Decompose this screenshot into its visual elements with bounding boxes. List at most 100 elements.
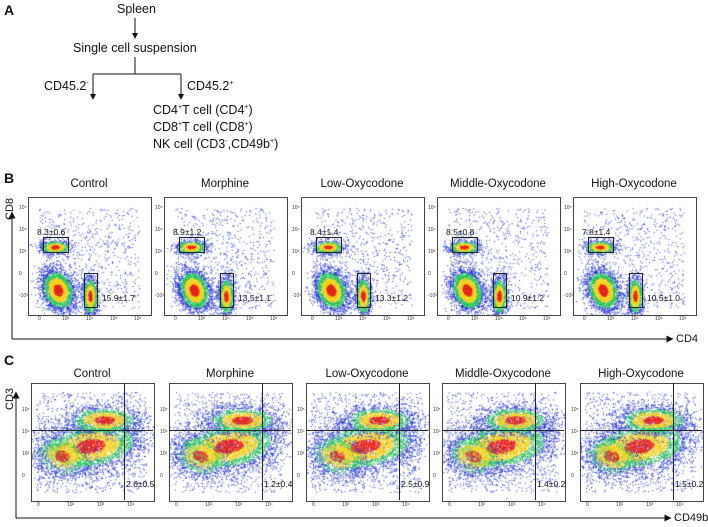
panel-b-y-tick: 10⁴ xyxy=(564,227,572,233)
cd4-percentage: 15.9±1.7 xyxy=(102,293,136,303)
panel-c-y-tick: 10⁴ xyxy=(160,429,168,435)
panel-b-x-tick: 10⁴ xyxy=(359,316,367,322)
panel-a-arrows xyxy=(90,18,184,100)
nk-percentage: 2.5±0.9 xyxy=(401,479,430,489)
panel-c-y-tick: 10³ xyxy=(433,451,441,457)
panel-b-y-tick: 10⁵ xyxy=(292,205,300,211)
panel-c-x-tick: 10² xyxy=(342,502,350,508)
panel-c-y-tick: 10³ xyxy=(160,451,168,457)
nk-percentage: 1.5±0.2 xyxy=(675,479,704,489)
cd8-percentage: 8.9±1.2 xyxy=(173,227,202,237)
quadrant-line-horizontal xyxy=(442,430,564,431)
panel-c-y-tick: 10⁴ xyxy=(433,429,441,435)
cd8-percentage: 8.5±0.8 xyxy=(446,227,475,237)
panel-c-density-canvas xyxy=(443,384,565,501)
panel-b-y-tick: 10⁵ xyxy=(564,205,572,211)
quadrant-line-vertical xyxy=(262,383,263,500)
cd45-negative-label: CD45.2- xyxy=(44,79,89,93)
panel-c-condition-title: Middle-Oxycodone xyxy=(455,368,551,380)
panel-b-x-tick: 10⁴ xyxy=(86,316,94,322)
panel-b-letter: B xyxy=(4,170,15,186)
panel-b-x-tick: 10⁶ xyxy=(679,316,687,322)
panel-b-flow-plot xyxy=(28,197,152,316)
panel-c-density-canvas xyxy=(581,384,703,501)
panel-c-x-tick: 10⁴ xyxy=(127,502,135,508)
nk-percentage: 2.6±0.5 xyxy=(126,479,155,489)
panel-c-y-tick: 10³ xyxy=(571,451,579,457)
panel-c-x-tick: 0 xyxy=(175,502,178,508)
cd4-percentage: 13.5±1.1 xyxy=(238,293,272,303)
panel-c-y-tick: 10⁵ xyxy=(297,407,305,413)
panel-c-y-tick: 10⁵ xyxy=(22,407,30,413)
panel-b-x-tick: 10³ xyxy=(62,316,70,322)
cd4-gate xyxy=(493,273,507,308)
panel-c-condition-title: Control xyxy=(73,368,111,380)
panel-c-y-tick: 10³ xyxy=(297,451,305,457)
panel-c-x-tick: 0 xyxy=(312,502,315,508)
cd8-gate xyxy=(43,237,69,253)
spleen-label: Spleen xyxy=(117,2,156,16)
panel-b-x-tick: 10⁴ xyxy=(495,316,503,322)
panel-c-flow-plot xyxy=(442,383,566,502)
cd8-gate xyxy=(316,237,342,253)
panel-b-y-tick: -10³ xyxy=(19,293,28,299)
panel-b-x-tick: 10³ xyxy=(335,316,343,322)
panel-b-density-canvas xyxy=(574,198,696,315)
panel-b-density-canvas xyxy=(438,198,560,315)
panel-b-y-tick: 0 xyxy=(155,271,158,277)
nk-cell-label: NK cell (CD3-,CD49b+) xyxy=(153,137,279,151)
cd8-percentage: 7.8±1.4 xyxy=(582,227,611,237)
panel-b-x-tick: 10⁵ xyxy=(110,316,118,322)
quadrant-line-vertical xyxy=(124,383,125,500)
cd8-tcell-label: CD8+T cell (CD8+) xyxy=(153,120,253,134)
panel-b-x-tick: 10⁶ xyxy=(270,316,278,322)
panel-c-y-tick: 0 xyxy=(22,473,25,479)
cd4-percentage: 10.5±1.0 xyxy=(647,293,681,303)
cd8-percentage: 8.3±0.6 xyxy=(37,227,66,237)
panel-b-y-tick: 10⁴ xyxy=(155,227,163,233)
cd4-percentage: 10.9±1.2 xyxy=(511,293,545,303)
panel-b-y-tick: 10⁴ xyxy=(292,227,300,233)
panel-c-x-tick: 10⁴ xyxy=(265,502,273,508)
panel-b-x-tick: 0 xyxy=(38,316,41,322)
panel-b-y-tick: 10⁴ xyxy=(19,227,27,233)
cd8-percentage: 8.4±1.4 xyxy=(310,227,339,237)
panel-c-x-tick: 0 xyxy=(586,502,589,508)
panel-c-y-tick: 10⁴ xyxy=(297,429,305,435)
quadrant-line-vertical xyxy=(673,383,674,500)
suspension-label: Single cell suspension xyxy=(73,41,197,55)
panel-b-y-tick: 10⁵ xyxy=(428,205,436,211)
panel-c-condition-title: High-Oxycodone xyxy=(598,368,684,380)
panel-c-flow-plot xyxy=(580,383,704,502)
panel-b-x-tick: 10³ xyxy=(471,316,479,322)
cd49b-axis-label: CD49b xyxy=(674,512,708,524)
panel-b-condition-title: Low-Oxycodone xyxy=(320,178,404,190)
panel-b-axes xyxy=(8,211,674,343)
panel-b-condition-title: Control xyxy=(70,178,108,190)
panel-b-flow-plot xyxy=(573,197,697,316)
panel-a-letter: A xyxy=(4,2,15,18)
panel-b-x-tick: 10⁶ xyxy=(543,316,551,322)
panel-b-x-tick: 10⁶ xyxy=(407,316,415,322)
nk-percentage: 1.4±0.2 xyxy=(537,479,566,489)
panel-b-y-tick: 10³ xyxy=(292,249,300,255)
panel-c-y-tick: 0 xyxy=(297,473,300,479)
panel-b-x-tick: 0 xyxy=(447,316,450,322)
panel-b-y-tick: 0 xyxy=(428,271,431,277)
panel-b-x-tick: 10³ xyxy=(607,316,615,322)
panel-b-y-tick: 10³ xyxy=(564,249,572,255)
panel-b-x-tick: 10⁵ xyxy=(655,316,663,322)
quadrant-line-horizontal xyxy=(580,430,702,431)
panel-c-x-tick: 10² xyxy=(67,502,75,508)
panel-b-condition-title: High-Oxycodone xyxy=(591,178,677,190)
panel-c-letter: C xyxy=(4,352,15,368)
quadrant-line-horizontal xyxy=(306,430,428,431)
cd45-positive-label: CD45.2+ xyxy=(187,79,234,93)
panel-b-x-tick: 10⁴ xyxy=(222,316,230,322)
panel-c-y-tick: 10⁴ xyxy=(22,429,30,435)
panel-c-condition-title: Morphine xyxy=(206,368,254,380)
cd8-gate xyxy=(179,237,205,253)
panel-c-flow-plot xyxy=(306,383,430,502)
panel-b-y-tick: -10³ xyxy=(428,293,437,299)
panel-c-x-tick: 10³ xyxy=(508,502,516,508)
